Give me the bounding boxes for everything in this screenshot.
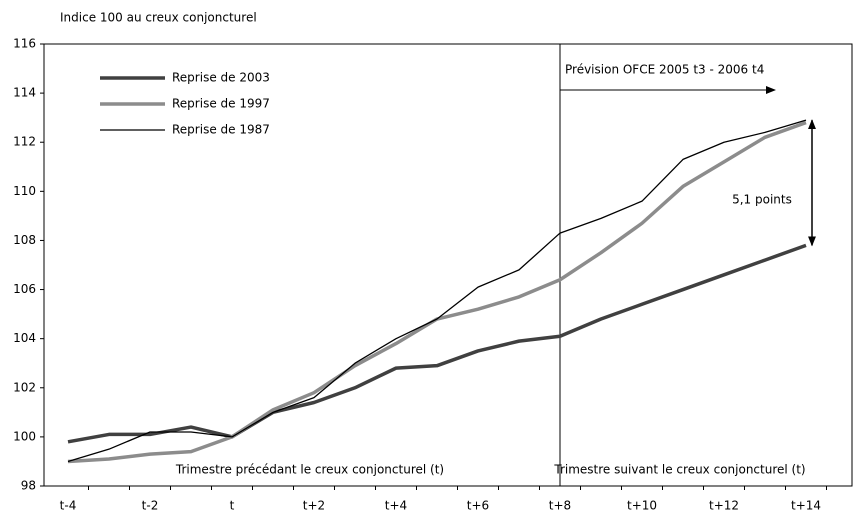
series-line	[67, 119, 807, 463]
y-tick-label: 108	[13, 233, 36, 247]
y-tick-label: 114	[13, 86, 36, 100]
y-tick-label: 116	[13, 37, 36, 51]
annotation: 5,1 points	[732, 193, 792, 207]
x-tick-label: t+14	[791, 499, 821, 513]
y-tick-label: 102	[13, 380, 36, 394]
legend-label: Reprise de 1997	[172, 97, 270, 111]
x-tick-label: t+2	[303, 499, 325, 513]
y-tick-label: 104	[13, 331, 36, 345]
plot-frame	[43, 43, 853, 487]
x-tick-label: t+10	[627, 499, 657, 513]
x-tick-label: t-2	[142, 499, 159, 513]
series-line	[67, 120, 807, 464]
annotation: Prévision OFCE 2005 t3 - 2006 t4	[565, 63, 764, 77]
x-tick-label: t+4	[385, 499, 407, 513]
x-tick-label: t+6	[467, 499, 489, 513]
x-tick-label: t+8	[549, 499, 571, 513]
y-tick-label: 106	[13, 282, 36, 296]
x-tick-label: t	[230, 499, 235, 513]
x-tick-label: t-4	[60, 499, 77, 513]
y-tick-label: 98	[21, 479, 36, 493]
annotation: Trimestre précédant le creux conjoncture…	[175, 463, 444, 477]
annotation: Trimestre suivant le creux conjoncturel …	[553, 463, 805, 477]
x-tick-label: t+12	[709, 499, 739, 513]
series-line	[67, 243, 807, 444]
y-axis-title: Indice 100 au creux conjoncturel	[60, 11, 257, 25]
y-tick-label: 110	[13, 184, 36, 198]
y-tick-label: 112	[13, 135, 36, 149]
legend-label: Reprise de 1987	[172, 123, 270, 137]
legend-label: Reprise de 2003	[172, 71, 270, 85]
y-tick-label: 100	[13, 429, 36, 443]
